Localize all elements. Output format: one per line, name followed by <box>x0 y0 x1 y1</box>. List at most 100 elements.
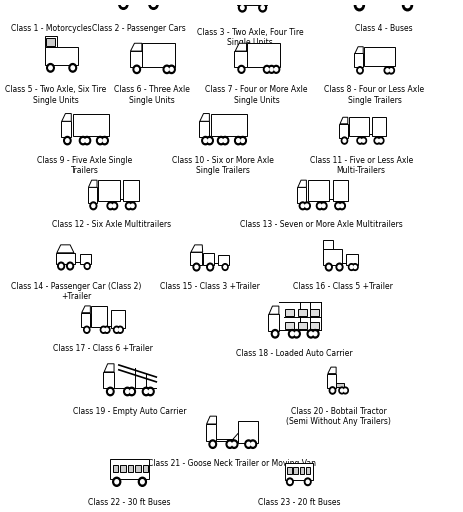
Text: Class 7 - Four or More Axle
Single Units: Class 7 - Four or More Axle Single Units <box>205 86 307 105</box>
Bar <box>322 249 341 265</box>
Circle shape <box>321 204 325 207</box>
Circle shape <box>341 137 347 144</box>
Circle shape <box>211 442 214 446</box>
Text: Class 22 - 30 ft Buses: Class 22 - 30 ft Buses <box>88 498 170 507</box>
Polygon shape <box>88 180 97 187</box>
Circle shape <box>389 69 392 72</box>
Text: Class 20 - Bobtail Tractor
(Semi Without Any Trailers): Class 20 - Bobtail Tractor (Semi Without… <box>286 407 390 426</box>
Bar <box>322 240 332 249</box>
Circle shape <box>208 440 216 449</box>
Circle shape <box>85 328 88 331</box>
Circle shape <box>146 387 154 396</box>
Circle shape <box>338 387 344 394</box>
Polygon shape <box>104 364 114 372</box>
Circle shape <box>90 202 97 210</box>
Circle shape <box>108 390 112 393</box>
Circle shape <box>379 139 382 142</box>
Text: Class 23 - 20 ft Buses: Class 23 - 20 ft Buses <box>257 498 339 507</box>
Circle shape <box>340 204 343 207</box>
Circle shape <box>85 139 88 142</box>
Circle shape <box>107 202 114 210</box>
Circle shape <box>350 266 352 269</box>
Text: Class 11 - Five or Less Axle
Multi-Trailers: Class 11 - Five or Less Axle Multi-Trail… <box>309 156 412 175</box>
Circle shape <box>359 137 366 144</box>
Polygon shape <box>269 306 278 314</box>
Circle shape <box>246 442 250 446</box>
Circle shape <box>265 68 268 71</box>
Bar <box>199 121 209 137</box>
Circle shape <box>304 478 310 485</box>
Circle shape <box>148 390 152 393</box>
Circle shape <box>273 332 276 336</box>
Bar <box>202 253 214 265</box>
Circle shape <box>113 326 119 333</box>
Circle shape <box>117 326 123 333</box>
Circle shape <box>81 139 85 142</box>
Bar <box>293 467 297 474</box>
Circle shape <box>165 68 168 71</box>
Circle shape <box>305 204 308 207</box>
Circle shape <box>335 263 342 271</box>
Circle shape <box>125 390 129 393</box>
Circle shape <box>373 137 380 144</box>
Bar <box>345 253 357 265</box>
Bar <box>130 51 142 67</box>
Circle shape <box>221 137 228 145</box>
Circle shape <box>385 69 388 72</box>
Circle shape <box>84 263 90 269</box>
Circle shape <box>193 263 200 271</box>
Text: Class 8 - Four or Less Axle
Single Trailers: Class 8 - Four or Less Axle Single Trail… <box>324 86 424 105</box>
Circle shape <box>326 265 330 269</box>
Bar <box>56 253 75 264</box>
Bar <box>297 322 306 329</box>
Bar <box>309 322 319 329</box>
Circle shape <box>263 66 270 73</box>
Circle shape <box>404 3 409 8</box>
Bar <box>103 372 114 389</box>
Circle shape <box>325 263 332 271</box>
Circle shape <box>104 326 110 333</box>
Circle shape <box>238 137 246 145</box>
Circle shape <box>260 6 264 10</box>
Circle shape <box>274 68 277 71</box>
Bar <box>307 180 328 201</box>
Circle shape <box>96 137 104 145</box>
Text: Class 4 - Buses: Class 4 - Buses <box>354 24 411 33</box>
Circle shape <box>59 264 63 268</box>
Circle shape <box>234 137 241 145</box>
Circle shape <box>113 204 115 207</box>
Polygon shape <box>62 114 71 121</box>
Bar <box>284 309 294 316</box>
Circle shape <box>387 67 394 74</box>
Circle shape <box>69 264 71 268</box>
Circle shape <box>300 204 304 207</box>
Circle shape <box>163 65 170 74</box>
Circle shape <box>358 69 361 72</box>
Bar <box>348 117 368 136</box>
Circle shape <box>342 387 348 394</box>
Bar <box>326 374 335 388</box>
Circle shape <box>86 265 88 268</box>
Text: Class 15 - Class 3 +Trailer: Class 15 - Class 3 +Trailer <box>159 282 259 291</box>
Circle shape <box>79 137 87 145</box>
Circle shape <box>222 264 228 270</box>
Circle shape <box>225 440 233 449</box>
Circle shape <box>318 204 321 207</box>
Circle shape <box>66 139 69 142</box>
Circle shape <box>71 66 74 70</box>
Text: Class 13 - Seven or More Axle Multitrailers: Class 13 - Seven or More Axle Multitrail… <box>239 220 401 229</box>
Text: Class 12 - Six Axle Multitrailers: Class 12 - Six Axle Multitrailers <box>52 220 171 229</box>
Circle shape <box>47 63 54 72</box>
Polygon shape <box>354 47 363 53</box>
Circle shape <box>206 137 213 145</box>
Circle shape <box>313 332 316 336</box>
Circle shape <box>319 202 326 210</box>
Bar <box>115 0 161 2</box>
Circle shape <box>49 66 52 70</box>
Bar <box>73 114 109 136</box>
Circle shape <box>203 139 206 142</box>
Circle shape <box>115 328 118 331</box>
Text: Class 5 - Two Axle, Six Tire
Single Units: Class 5 - Two Axle, Six Tire Single Unit… <box>6 86 106 105</box>
Bar <box>309 309 319 316</box>
Circle shape <box>377 137 383 144</box>
